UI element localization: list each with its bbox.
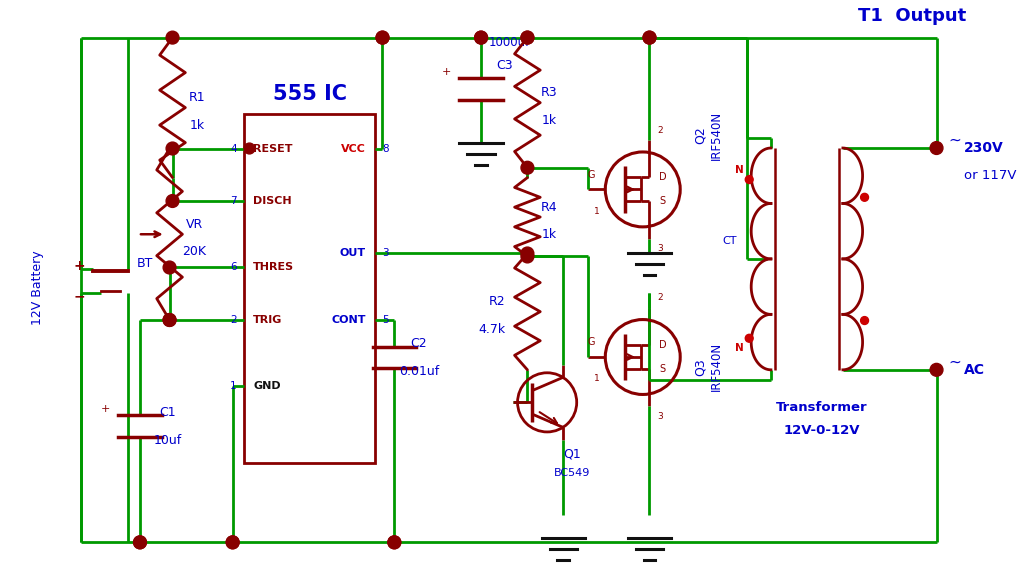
Text: +: +: [73, 259, 85, 273]
Text: RESET: RESET: [253, 143, 293, 154]
Text: 6: 6: [230, 263, 237, 272]
Text: S: S: [659, 364, 666, 374]
Text: Q1: Q1: [563, 447, 581, 460]
Text: CONT: CONT: [331, 315, 366, 325]
Text: T1  Output: T1 Output: [858, 7, 966, 25]
Text: 2: 2: [657, 293, 663, 302]
Text: N: N: [735, 165, 743, 175]
Text: CT: CT: [722, 236, 736, 246]
Circle shape: [475, 31, 487, 44]
Text: 12V Battery: 12V Battery: [31, 251, 44, 325]
Text: +: +: [442, 67, 452, 77]
Circle shape: [745, 176, 754, 184]
Text: R1: R1: [188, 91, 206, 104]
Text: 1: 1: [594, 374, 599, 383]
Circle shape: [376, 31, 389, 44]
Text: ~: ~: [948, 354, 962, 369]
Text: 7: 7: [230, 196, 237, 206]
Text: Transformer: Transformer: [776, 401, 867, 414]
Circle shape: [388, 536, 400, 549]
Text: R3: R3: [541, 86, 557, 99]
Text: D: D: [659, 172, 667, 183]
Text: OUT: OUT: [340, 248, 366, 259]
Circle shape: [226, 536, 239, 549]
Text: −: −: [73, 289, 85, 303]
Text: G: G: [588, 337, 595, 347]
Text: 1k: 1k: [542, 114, 557, 127]
Circle shape: [521, 250, 534, 263]
Text: 4: 4: [230, 143, 237, 154]
Text: Q3: Q3: [693, 358, 707, 376]
Text: 4.7k: 4.7k: [478, 323, 506, 336]
Text: 3: 3: [383, 248, 389, 259]
Circle shape: [163, 313, 176, 327]
Circle shape: [133, 536, 146, 549]
Circle shape: [930, 142, 943, 154]
Circle shape: [521, 247, 534, 260]
Circle shape: [521, 161, 534, 174]
Text: 3: 3: [657, 244, 664, 253]
Circle shape: [643, 31, 656, 44]
Text: TRIG: TRIG: [253, 315, 283, 325]
Text: 1k: 1k: [542, 228, 557, 241]
Text: R2: R2: [489, 295, 506, 308]
Circle shape: [244, 143, 255, 154]
Circle shape: [388, 536, 400, 549]
Circle shape: [860, 317, 868, 324]
Text: AC: AC: [965, 363, 985, 377]
Circle shape: [166, 31, 179, 44]
Text: 10uf: 10uf: [154, 434, 181, 446]
Text: D: D: [659, 340, 667, 350]
Text: 12V-0-12V: 12V-0-12V: [783, 425, 860, 437]
Circle shape: [166, 195, 179, 207]
Text: GND: GND: [253, 381, 281, 392]
Text: 5: 5: [383, 315, 389, 325]
Text: +: +: [101, 404, 111, 415]
Circle shape: [475, 31, 487, 44]
Text: 230V: 230V: [965, 141, 1004, 155]
Text: G: G: [588, 169, 595, 180]
Text: 3: 3: [657, 412, 664, 420]
Text: IRF540N: IRF540N: [711, 111, 723, 160]
Text: S: S: [659, 196, 666, 206]
Circle shape: [166, 142, 179, 155]
Text: 2: 2: [657, 126, 663, 135]
Text: 2: 2: [230, 315, 237, 325]
Text: 1k: 1k: [189, 119, 205, 132]
Text: R4: R4: [541, 200, 557, 214]
FancyBboxPatch shape: [245, 113, 375, 464]
Text: 8: 8: [383, 143, 389, 154]
Text: BT: BT: [137, 257, 154, 270]
Text: 1: 1: [594, 207, 599, 215]
Circle shape: [860, 194, 868, 201]
Text: 555 IC: 555 IC: [272, 84, 346, 104]
Circle shape: [163, 313, 176, 327]
Circle shape: [133, 536, 146, 549]
Text: C1: C1: [160, 406, 176, 419]
Text: VR: VR: [185, 218, 203, 231]
Circle shape: [521, 31, 534, 44]
Circle shape: [643, 31, 656, 44]
Circle shape: [163, 261, 176, 274]
Text: 0.01uf: 0.01uf: [399, 365, 439, 378]
Text: DISCH: DISCH: [253, 196, 292, 206]
Circle shape: [226, 536, 239, 549]
Text: ~: ~: [948, 132, 962, 147]
Text: 1: 1: [230, 381, 237, 392]
Text: VCC: VCC: [341, 143, 366, 154]
Text: 1000uf: 1000uf: [489, 36, 530, 49]
Circle shape: [521, 31, 534, 44]
Circle shape: [376, 31, 389, 44]
Text: IRF540N: IRF540N: [711, 342, 723, 392]
Circle shape: [745, 334, 754, 342]
Text: 20K: 20K: [182, 245, 206, 259]
Text: C2: C2: [411, 337, 427, 350]
Circle shape: [930, 363, 943, 376]
Text: THRES: THRES: [253, 263, 295, 272]
Text: or 117V: or 117V: [965, 169, 1017, 182]
Text: BC549: BC549: [554, 468, 590, 478]
Text: C3: C3: [496, 59, 512, 71]
Text: Q2: Q2: [693, 126, 707, 144]
Text: N: N: [735, 343, 743, 353]
